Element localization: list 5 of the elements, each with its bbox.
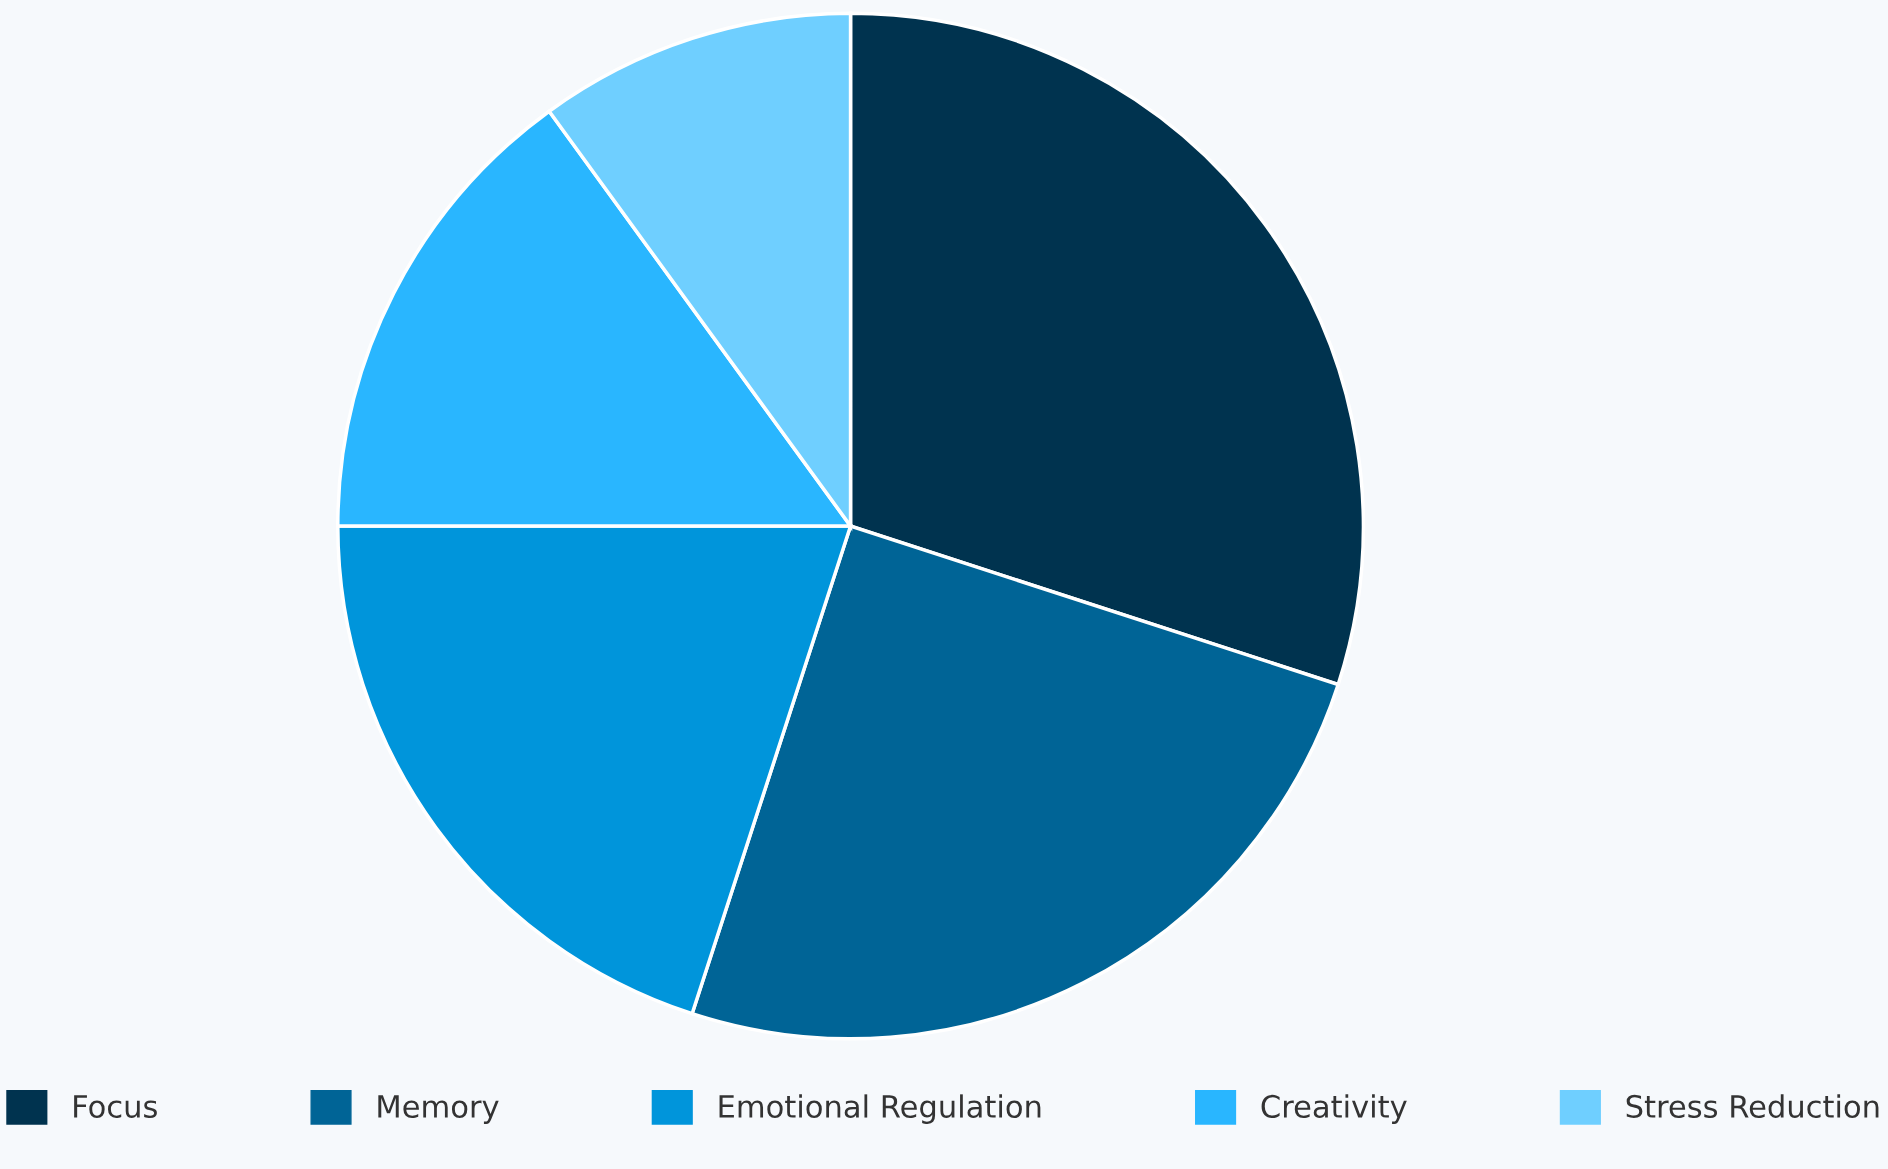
legend-label: Memory bbox=[378, 1095, 499, 1124]
legend-label: Creativity bbox=[1261, 1094, 1407, 1124]
legend-label: Focus bbox=[74, 1095, 157, 1118]
legend-label: Emotional Regulation bbox=[719, 1094, 1041, 1124]
legend-label: Stress Reduction bbox=[1626, 1094, 1879, 1118]
